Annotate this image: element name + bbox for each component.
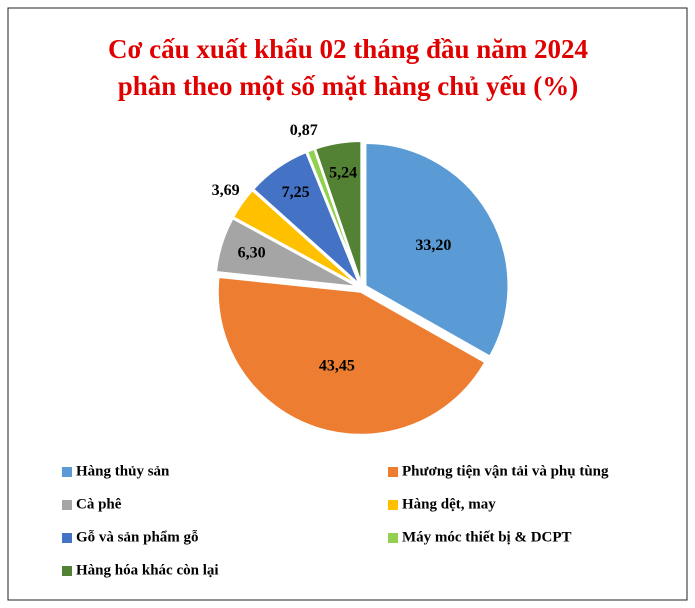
legend-swatch [388,467,398,477]
legend-swatch [62,467,72,477]
pie-slice [364,141,510,358]
pie-slice [251,150,361,286]
legend-label: Cà phê [76,496,122,512]
pie-slice [216,275,487,436]
data-label: 0,87 [290,122,318,139]
legend-label: Hàng hóa khác còn lại [76,562,219,578]
pie-slice [231,188,360,287]
legend-swatch [388,500,398,510]
legend-label: Hàng thủy sản [76,463,170,479]
legend-label: Máy móc thiết bị & DCPT [402,529,572,545]
pie-slice [214,216,359,288]
data-label: 5,24 [329,165,357,182]
data-label: 7,25 [282,184,310,201]
legend-swatch [62,533,72,543]
data-label: 3,69 [212,182,240,199]
legend-swatch [62,500,72,510]
data-label: 6,30 [238,244,266,261]
legend-swatch [388,533,398,543]
data-label: 43,45 [319,357,355,374]
legend-label: Hàng dệt, may [402,496,496,512]
chart-title: Cơ cấu xuất khẩu 02 tháng đầu năm 2024 [108,34,588,64]
data-label: 33,20 [415,237,451,254]
legend-label: Gỗ và sản phẩm gỗ [76,529,199,545]
legend-swatch [62,566,72,576]
legend-label: Phương tiện vận tải và phụ tùng [402,463,609,479]
pie-slice [313,140,363,285]
chart-title: phân theo một số mặt hàng chủ yếu (%) [118,71,579,101]
